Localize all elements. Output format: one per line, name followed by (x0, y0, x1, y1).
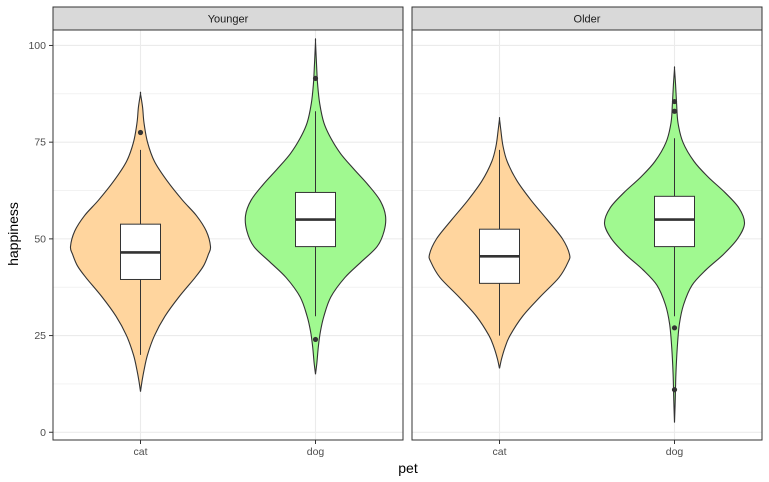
outlier-point (671, 98, 678, 105)
outlier-point (671, 325, 678, 331)
facet-strip-label: Younger (208, 14, 249, 26)
outlier-point (137, 129, 144, 136)
group-cat (428, 116, 571, 369)
panel-border (52, 29, 404, 441)
group-dog (244, 38, 387, 375)
y-tick-label: 100 (28, 40, 46, 52)
group-cat (69, 91, 212, 392)
outlier-point (312, 75, 319, 81)
panel-younger: Younger cat dog (52, 6, 404, 458)
y-tick-label: 25 (34, 330, 46, 342)
y-tick-label: 50 (34, 233, 46, 245)
group-dog (603, 66, 746, 423)
facet-strip-label: Older (574, 14, 601, 26)
panel-border (411, 29, 763, 441)
outlier-point (671, 387, 678, 393)
outlier-point (312, 336, 319, 343)
box-iqr (654, 195, 695, 248)
x-axis-title: pet (398, 460, 418, 476)
x-tick-label: cat (492, 446, 506, 458)
y-axis-title: happiness (5, 202, 21, 266)
panel-older: Older cat dog (411, 6, 763, 458)
y-tick-label: 75 (34, 137, 46, 149)
y-tick-label: 0 (40, 427, 46, 439)
x-tick-label: cat (133, 446, 147, 458)
x-tick-label: dog (307, 446, 325, 458)
outlier-point (671, 108, 678, 114)
x-tick-label: dog (666, 446, 684, 458)
